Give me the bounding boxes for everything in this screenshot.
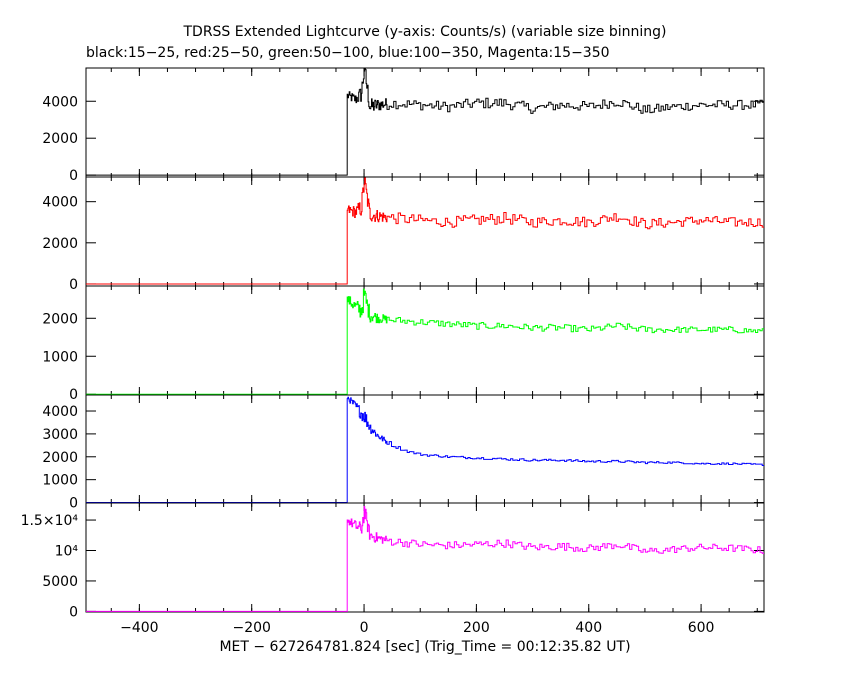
- lightcurve-green: [86, 288, 764, 395]
- y-tick-label-blue: 0: [69, 496, 78, 512]
- lightcurve-red: [86, 177, 764, 285]
- lightcurve-magenta: [86, 506, 764, 612]
- y-tick-label-blue: 3000: [42, 427, 78, 443]
- y-tick-label-black: 2000: [42, 131, 78, 147]
- panel-frame-black: [85, 67, 765, 178]
- y-tick-label-black: 0: [69, 168, 78, 184]
- y-tick-label-green: 1000: [42, 349, 78, 365]
- chart-title: TDRSS Extended Lightcurve (y-axis: Count…: [183, 24, 667, 40]
- y-tick-label-green: 2000: [42, 311, 78, 327]
- y-tick-label-magenta: 0: [69, 604, 78, 620]
- y-tick-label-red: 0: [69, 277, 78, 293]
- x-tick-label: 200: [463, 620, 490, 636]
- y-tick-label-black: 4000: [42, 94, 78, 110]
- x-axis-label: MET − 627264781.824 [sec] (Trig_Time = 0…: [219, 639, 631, 655]
- panel-frame-red: [85, 176, 765, 287]
- panel-frame-blue: [85, 394, 765, 504]
- y-tick-label-blue: 4000: [42, 404, 78, 420]
- panel-frame-magenta: [85, 502, 765, 613]
- x-tick-label: 400: [575, 620, 602, 636]
- y-tick-label-magenta: 5000: [42, 574, 78, 590]
- x-tick-label: 600: [688, 620, 715, 636]
- lightcurve-black: [86, 68, 764, 176]
- x-tick-label: 0: [360, 620, 369, 636]
- x-tick-label: −200: [232, 620, 270, 636]
- y-tick-label-red: 2000: [42, 236, 78, 252]
- lightcurve-blue: [86, 396, 764, 504]
- x-tick-label: −400: [120, 620, 158, 636]
- y-tick-label-magenta: 1.5×10⁴: [21, 513, 79, 529]
- panel-frame-green: [85, 285, 765, 396]
- chart-subtitle-band-legend: black:15−25, red:25−50, green:50−100, bl…: [86, 45, 610, 61]
- y-tick-label-blue: 2000: [42, 450, 78, 466]
- y-tick-label-red: 4000: [42, 195, 78, 211]
- y-tick-label-blue: 1000: [42, 473, 78, 489]
- y-tick-label-magenta: 10⁴: [55, 543, 79, 559]
- y-tick-label-green: 0: [69, 387, 78, 403]
